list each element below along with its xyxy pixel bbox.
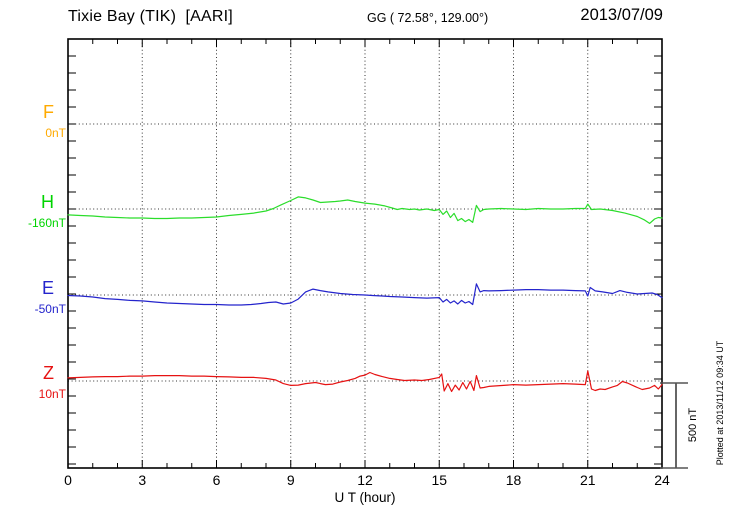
x-tick-label-24: 24 [654,472,670,488]
baseline-value-h: -160nT [27,216,66,230]
trace-h [67,196,663,224]
x-tick-label-6: 6 [212,472,221,488]
x-tick-label-15: 15 [431,472,448,488]
plot-date: 2013/07/09 [580,6,663,24]
baseline-value-e: -50nT [34,302,66,316]
component-label-e: E [41,278,54,298]
x-tick-label-0: 0 [64,472,72,488]
x-tick-label-18: 18 [505,472,522,488]
x-tick-label-12: 12 [357,472,373,488]
component-label-h: H [41,192,54,212]
component-label-z: Z [43,363,54,383]
baseline-value-f: 0nT [45,126,66,140]
plot-frame [67,38,663,469]
plotted-timestamp-note: Plotted at 2013/11/12 09:34 UT [715,340,725,466]
geographic-coordinates: GG ( 72.58°, 129.00°) [367,11,489,25]
trace-z [67,370,663,393]
x-tick-label-3: 3 [138,472,147,488]
x-tick-label-9: 9 [286,472,295,488]
x-axis-title: U T (hour) [334,490,396,505]
x-tick-label-21: 21 [579,472,596,488]
component-label-f: F [43,102,54,122]
baseline-value-z: 10nT [38,387,66,401]
scale-bar-label: 500 nT [687,407,699,443]
station-title: Tixie Bay (TIK) [AARI] [68,8,233,25]
trace-e [67,283,663,306]
